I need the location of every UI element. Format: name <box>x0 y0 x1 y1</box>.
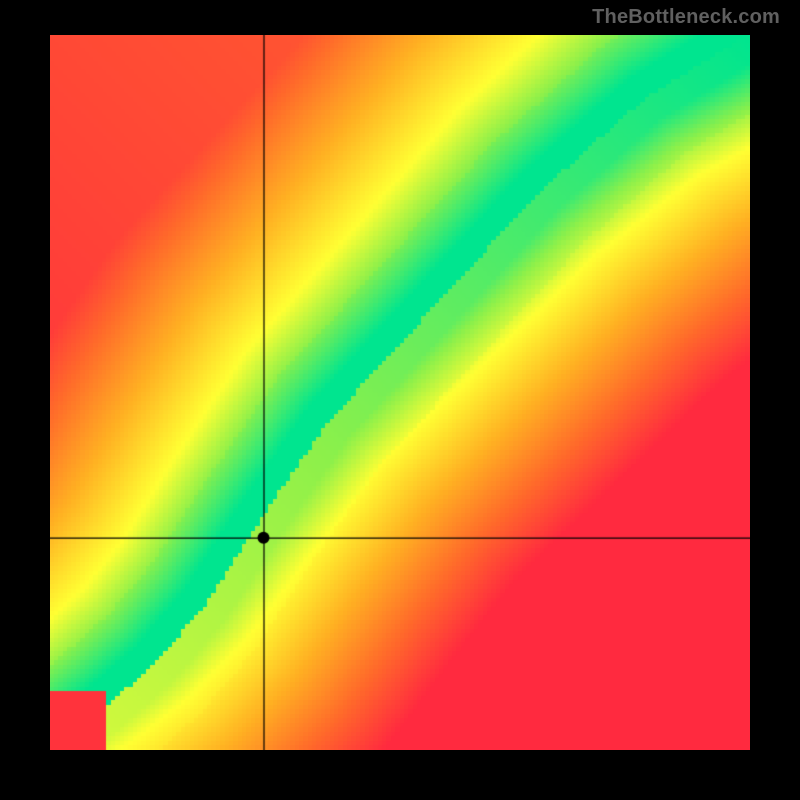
watermark-text: TheBottleneck.com <box>592 6 780 29</box>
heatmap-canvas <box>50 35 750 750</box>
bottleneck-heatmap <box>50 35 750 750</box>
